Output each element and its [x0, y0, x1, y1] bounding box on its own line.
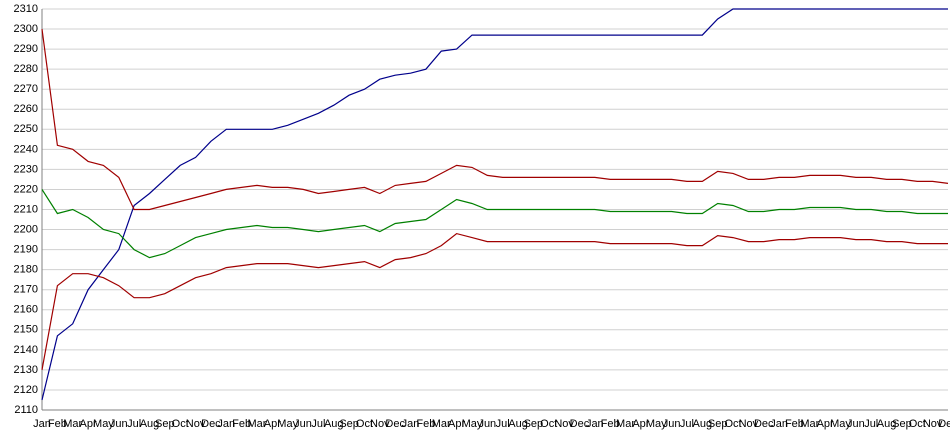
x-tick-label: Feb [48, 418, 67, 430]
x-tick-label: Oct [724, 418, 741, 430]
x-tick-label: Feb [785, 418, 804, 430]
y-tick-label: 2210 [14, 203, 38, 215]
y-tick-label: 2160 [14, 304, 38, 316]
x-tick-label: Dec [754, 418, 774, 430]
x-tick-label: Aug [693, 418, 713, 430]
y-tick-label: 2190 [14, 244, 38, 256]
x-tick-label: Jul [311, 418, 325, 430]
x-tick-label: Sep [339, 418, 359, 430]
x-tick-label: Jan [586, 418, 604, 430]
x-tick-label: Mar [432, 418, 451, 430]
y-tick-label: 2250 [14, 123, 38, 135]
y-tick-label: 2290 [14, 43, 38, 55]
y-tick-label: 2260 [14, 103, 38, 115]
y-tick-label: 2240 [14, 143, 38, 155]
x-tick-label: Nov [370, 418, 390, 430]
x-tick-label: Mar [800, 418, 819, 430]
x-tick-label: May [277, 418, 298, 430]
x-tick-label: Jan [402, 418, 420, 430]
x-tick-label: Jun [478, 418, 496, 430]
y-tick-label: 2110 [14, 404, 38, 416]
x-tick-label: Jul [680, 418, 694, 430]
x-tick-label: Jul [496, 418, 510, 430]
x-tick-label: May [93, 418, 114, 430]
x-tick-label: Sep [155, 418, 175, 430]
series-line [41, 29, 949, 211]
x-tick-label: Sep [708, 418, 728, 430]
x-tick-label: Apr [264, 418, 281, 430]
y-tick-label: 2310 [14, 3, 38, 15]
x-tick-label: Mar [63, 418, 82, 430]
y-tick-label: 2150 [14, 324, 38, 336]
x-tick-label: Sep [892, 418, 912, 430]
y-tick-label: 2180 [14, 264, 38, 276]
x-tick-label: Jul [127, 418, 141, 430]
x-tick-label: May [830, 418, 851, 430]
x-tick-label: Dec [201, 418, 221, 430]
x-tick-label: Nov [186, 418, 206, 430]
x-tick-label: Nov [739, 418, 759, 430]
x-tick-label: Aug [324, 418, 344, 430]
x-tick-label: Jun [110, 418, 128, 430]
series-line [41, 189, 948, 259]
x-tick-label: May [462, 418, 483, 430]
y-tick-label: 2130 [14, 364, 38, 376]
y-tick-label: 2220 [14, 183, 38, 195]
x-tick-label: Mar [248, 418, 267, 430]
y-tick-label: 2270 [14, 83, 38, 95]
x-tick-label: Feb [601, 418, 620, 430]
x-tick-label: Nov [923, 418, 943, 430]
y-tick-label: 2230 [14, 163, 38, 175]
x-tick-label: Jun [847, 418, 865, 430]
x-tick-label: Aug [140, 418, 160, 430]
y-tick-label: 2200 [14, 223, 38, 235]
x-tick-label: May [646, 418, 667, 430]
x-tick-label: Apr [632, 418, 649, 430]
x-tick-label: Apr [448, 418, 465, 430]
series-line [41, 232, 948, 371]
x-tick-label: Oct [172, 418, 189, 430]
x-tick-label: Aug [508, 418, 528, 430]
x-tick-label: Nov [554, 418, 574, 430]
x-tick-label: Jan [33, 418, 51, 430]
x-tick-label: Jun [294, 418, 312, 430]
x-tick-label: Aug [877, 418, 897, 430]
x-tick-label: Dec [570, 418, 590, 430]
x-tick-label: Oct [909, 418, 926, 430]
y-tick-label: 2170 [14, 284, 38, 296]
x-tick-label: Feb [416, 418, 435, 430]
x-tick-label: Apr [80, 418, 97, 430]
x-tick-label: Jan [770, 418, 788, 430]
y-tick-label: 2120 [14, 384, 38, 396]
y-tick-label: 2280 [14, 63, 38, 75]
x-tick-label: Mar [616, 418, 635, 430]
y-tick-label: 2140 [14, 344, 38, 356]
x-tick-label: Oct [540, 418, 557, 430]
x-tick-label: Apr [817, 418, 834, 430]
x-tick-label: Jan [217, 418, 235, 430]
series-line [41, 8, 948, 401]
x-tick-label: Jun [663, 418, 681, 430]
x-tick-label: Dec [385, 418, 405, 430]
x-tick-label: Jul [864, 418, 878, 430]
x-tick-label: Dec [938, 418, 950, 430]
x-tick-label: Sep [524, 418, 544, 430]
x-tick-label: Feb [232, 418, 251, 430]
x-tick-label: Oct [356, 418, 373, 430]
y-tick-label: 2300 [14, 23, 38, 35]
